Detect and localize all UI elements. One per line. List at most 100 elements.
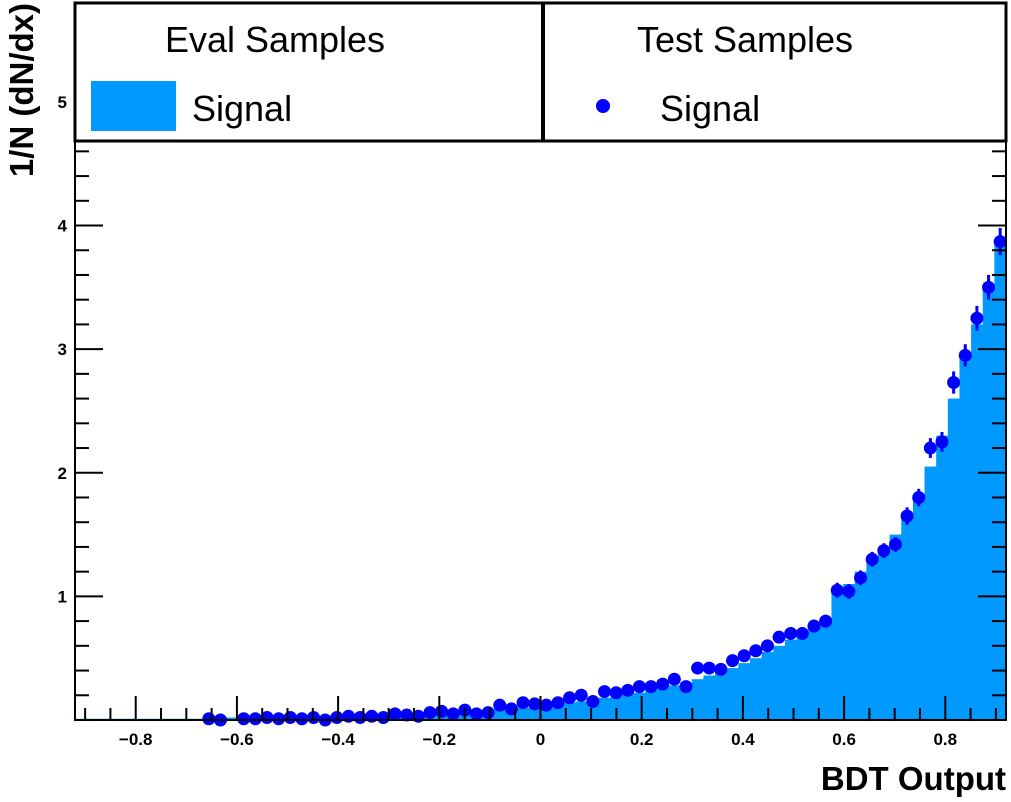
test-point [469,707,483,721]
test-point [923,441,937,455]
test-point [970,311,984,325]
test-point [586,694,600,708]
histogram-bin [226,717,239,720]
histogram-bin [749,658,763,720]
histogram-bin [598,697,611,720]
test-point [760,639,774,653]
test-point [295,712,309,726]
test-signal-points [202,227,1007,727]
histogram-bin [761,652,774,720]
test-point [784,626,798,640]
test-point [865,552,879,566]
histogram-bin [901,516,914,720]
histogram-bin [854,571,867,720]
histogram-bin [994,244,1007,720]
test-point [749,644,763,658]
test-point [481,706,495,720]
test-point [737,649,751,663]
histogram-bin [575,701,588,720]
test-point [621,683,635,697]
signal-histogram [75,244,1007,720]
histogram-bin [703,675,716,720]
x-tick-label: −0.4 [321,730,355,749]
test-point [830,583,844,597]
histogram-bin [819,618,833,720]
test-point [667,672,681,686]
test-point [819,614,833,628]
test-point [353,711,367,725]
test-point [400,708,414,722]
legend-test-signal-marker [596,99,610,113]
test-point [644,680,658,694]
histogram-bin [843,584,856,720]
test-point [283,711,297,725]
histogram-bin [668,685,681,720]
test-point [772,630,786,644]
test-point [493,698,507,712]
x-tick-label: 0.6 [832,730,856,749]
test-point [563,691,577,705]
legend-test-header: Test Samples [637,19,853,60]
histogram-bin [912,497,926,720]
legend-eval-header: Eval Samples [165,19,385,60]
test-point [726,654,740,668]
histogram-bin [715,671,728,720]
histogram-bin [493,708,507,720]
histogram-bin [947,398,961,720]
histogram-bin [645,690,658,720]
histogram-bin [796,633,809,720]
histogram-bin [924,466,937,720]
y-tick-label: 2 [58,464,67,483]
legend-test-signal-label: Signal [660,88,760,129]
test-point [912,490,926,504]
test-point [842,584,856,598]
test-point [947,376,961,390]
test-point [714,662,728,676]
legend-box [73,1,1008,143]
test-point [516,696,530,710]
legend-eval-signal-label: Signal [192,88,292,129]
test-point [528,697,542,711]
test-point [900,509,914,523]
histogram-bin [982,287,995,720]
test-point [877,544,891,558]
test-point [539,698,553,712]
test-point [795,626,809,640]
x-tick-label: 0.2 [630,730,654,749]
histogram-bin [959,355,972,720]
test-point [982,280,996,294]
histogram-bin [889,534,902,720]
test-point [609,686,623,700]
test-point [248,712,262,726]
histogram-bin [691,679,705,720]
test-point [237,712,251,726]
histogram-bin [563,702,577,720]
test-point [888,537,902,551]
test-point [632,680,646,694]
test-point [656,677,670,691]
test-point [446,707,460,721]
histogram-bin [831,590,844,720]
histogram-bin [738,663,751,720]
test-point [598,685,612,699]
test-point [551,696,565,710]
test-point [202,712,216,726]
x-tick-label: −0.2 [423,730,457,749]
x-axis-title: BDT Output [821,760,1006,797]
histogram-bin [936,435,949,720]
test-point [993,235,1007,249]
test-point [854,571,868,585]
histogram-bin [784,639,798,720]
test-point [574,688,588,702]
histogram-bin [621,694,635,720]
histogram-bin [877,546,891,720]
y-tick-label: 4 [58,217,68,236]
y-tick-label: 5 [58,93,67,112]
x-tick-label: 0.8 [933,730,957,749]
histogram-bin [866,559,879,720]
test-point [388,707,402,721]
histogram-bin [971,324,984,720]
test-point [679,680,693,694]
legend-eval-signal-swatch [91,81,176,131]
